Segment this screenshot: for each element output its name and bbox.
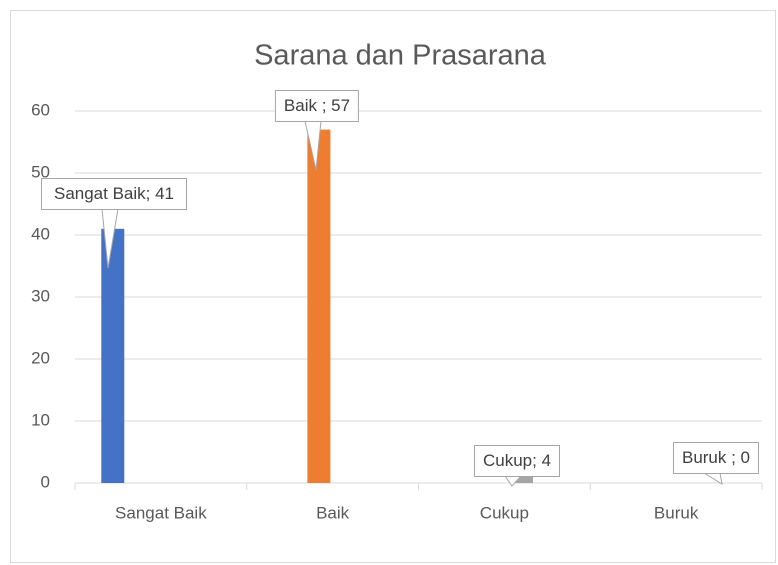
y-tick-label: 40 <box>31 224 50 243</box>
x-tick-label: Cukup <box>480 503 529 522</box>
data-label: Baik ; 57 <box>274 90 360 122</box>
chart-border <box>10 10 776 563</box>
x-tick-label: Buruk <box>654 503 699 522</box>
y-tick-label: 10 <box>31 410 50 429</box>
data-label: Cukup; 4 <box>473 445 561 477</box>
y-tick-label: 20 <box>31 348 50 367</box>
bar <box>101 228 125 483</box>
bar <box>307 129 331 483</box>
x-tick-label: Baik <box>316 503 350 522</box>
data-label: Sangat Baik; 41 <box>41 178 187 210</box>
data-label: Buruk ; 0 <box>672 442 760 474</box>
y-tick-label: 0 <box>41 472 50 491</box>
y-tick-label: 60 <box>31 100 50 119</box>
chart-title: Sarana dan Prasarana <box>254 40 547 72</box>
y-tick-label: 30 <box>31 286 50 305</box>
x-tick-label: Sangat Baik <box>115 503 207 522</box>
y-tick-label: 50 <box>31 162 50 181</box>
